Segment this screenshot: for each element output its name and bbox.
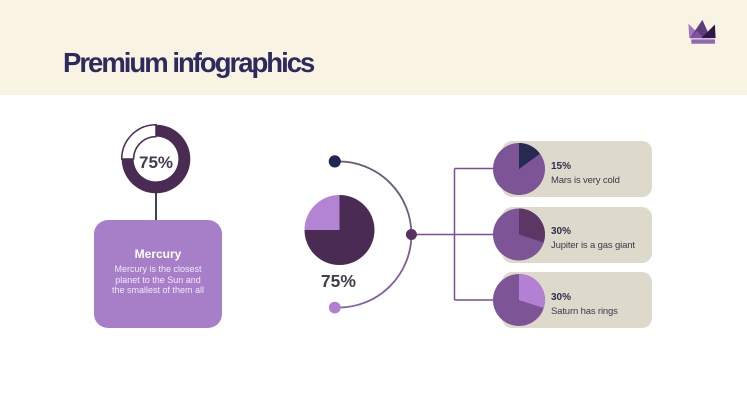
svg-text:75%: 75% xyxy=(139,153,173,172)
svg-text:75%: 75% xyxy=(321,271,356,291)
